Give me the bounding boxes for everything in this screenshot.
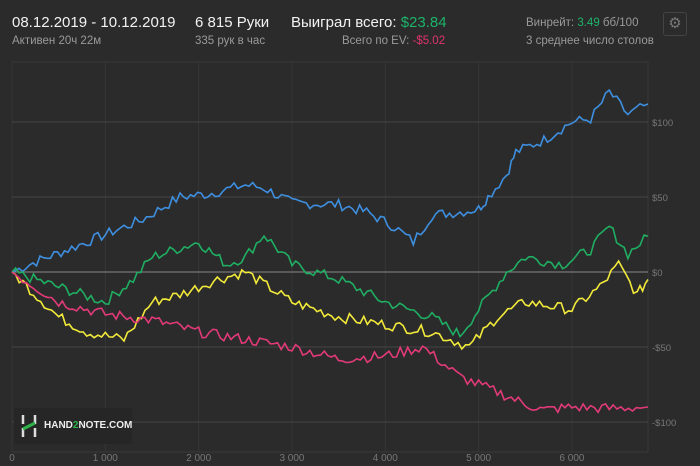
avg-tables: 3 среднее число столов xyxy=(526,35,654,47)
x-tick-label: 6 000 xyxy=(559,453,584,464)
ev-value: -$5.02 xyxy=(412,35,446,47)
hands-count: 6 815 Руки xyxy=(195,14,270,31)
series-line-yellow xyxy=(11,259,649,351)
summary-header: 08.12.2019 - 10.12.2019 Активен 20ч 22м … xyxy=(0,0,700,56)
x-tick-label: 0 xyxy=(9,453,15,464)
winrate-value: 3.49 xyxy=(577,17,600,29)
ev-total: Всего по EV: -$5.02 xyxy=(342,35,445,47)
winrate-label: Винрейт: xyxy=(526,17,575,29)
x-tick-label: 5 000 xyxy=(466,453,491,464)
ev-label: Всего по EV: xyxy=(342,35,410,47)
x-tick-label: 1 000 xyxy=(93,453,118,464)
series-line-pink xyxy=(11,271,649,414)
won-total: Выиграл всего: $23.84 xyxy=(291,14,447,31)
x-tick-label: 3 000 xyxy=(279,453,304,464)
y-tick-label: -$50 xyxy=(652,343,671,354)
series-line-blue xyxy=(11,88,649,273)
hand2note-logo: HAND2NOTE.COM xyxy=(14,408,132,444)
y-tick-label: $50 xyxy=(652,193,668,204)
y-tick-label: $100 xyxy=(652,118,673,129)
won-label: Выиграл всего: xyxy=(291,14,397,31)
won-value: $23.84 xyxy=(400,14,447,31)
y-tick-label: $0 xyxy=(652,268,663,279)
gear-icon[interactable]: ⚙ xyxy=(663,12,687,36)
series-line-green xyxy=(11,225,649,339)
active-time: Активен 20ч 22м xyxy=(12,35,102,47)
logo-text: HAND2NOTE.COM xyxy=(44,420,133,431)
winrate: Винрейт: 3.49 бб/100 xyxy=(526,17,638,29)
x-tick-label: 4 000 xyxy=(373,453,398,464)
plot-area xyxy=(11,61,649,453)
hands-per-hour: 335 рук в час xyxy=(195,35,266,47)
winrate-unit: бб/100 xyxy=(602,17,639,29)
y-tick-label: -$100 xyxy=(652,418,676,429)
x-tick-label: 2 000 xyxy=(186,453,211,464)
logo-icon xyxy=(21,415,37,437)
date-range: 08.12.2019 - 10.12.2019 xyxy=(12,14,176,31)
